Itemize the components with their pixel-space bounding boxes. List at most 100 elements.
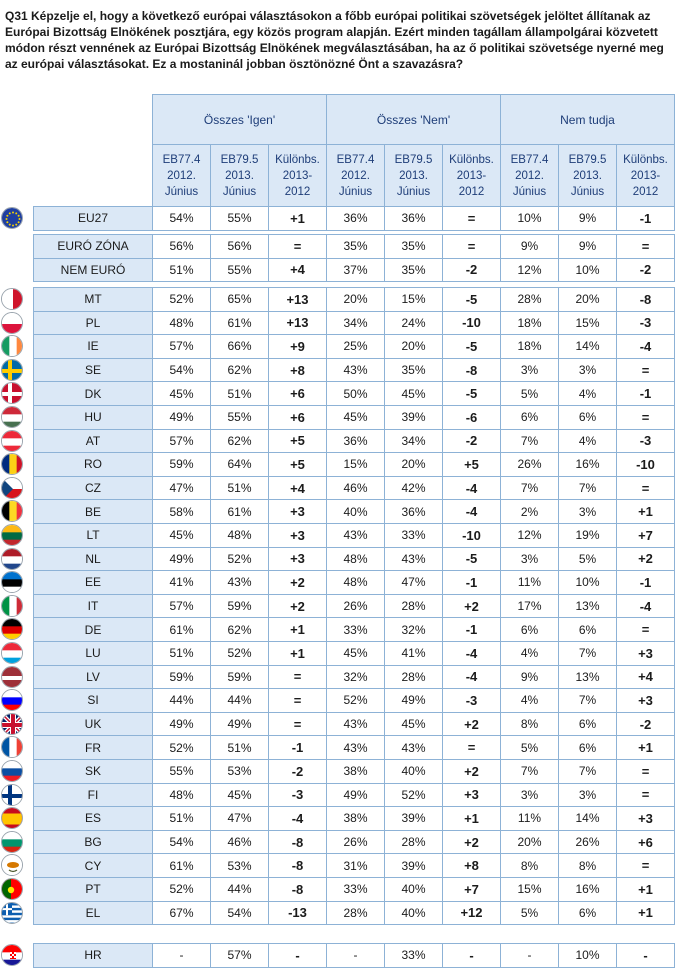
row-label-uk: UK <box>33 711 153 737</box>
cy-flag-icon <box>1 854 23 877</box>
column-header: EB77.4 2012. Június <box>500 144 559 207</box>
data-cell: -1 <box>268 735 327 760</box>
data-cell: 44% <box>210 688 269 713</box>
data-cell: 40% <box>384 759 443 784</box>
data-cell: 43% <box>384 546 443 572</box>
data-cell: -6 <box>442 405 501 430</box>
ie-flag-icon <box>1 335 23 358</box>
row-label-at: AT <box>33 428 153 454</box>
group-header: Összes 'Nem' <box>326 94 501 145</box>
data-cell: +5 <box>268 428 327 454</box>
column-header-line: 2012 <box>284 185 311 198</box>
data-cell: -1 <box>616 570 675 595</box>
data-cell: = <box>616 357 675 383</box>
data-cell: +13 <box>268 310 327 336</box>
data-cell: 39% <box>384 806 443 831</box>
data-cell: -3 <box>268 782 327 808</box>
data-cell: +1 <box>616 877 675 902</box>
data-cell: 58% <box>152 499 211 524</box>
data-cell: 7% <box>558 688 617 713</box>
data-cell: 5% <box>500 900 559 926</box>
column-header-line: EB79.5 <box>220 153 259 166</box>
row-label-ee: EE <box>33 570 153 595</box>
data-cell: 43% <box>326 711 385 737</box>
data-cell: 43% <box>326 523 385 548</box>
data-cell: +2 <box>268 570 327 595</box>
column-header: Különbs. 2013- 2012 <box>616 144 675 207</box>
data-cell: 33% <box>326 877 385 902</box>
data-cell: 39% <box>384 853 443 878</box>
row-label-fi: FI <box>33 782 153 808</box>
se-flag-icon <box>1 358 23 381</box>
data-cell: 52% <box>384 782 443 808</box>
data-cell: 57% <box>152 334 211 359</box>
data-cell: 47% <box>384 570 443 595</box>
data-cell: 25% <box>326 334 385 359</box>
column-header-line: Június <box>338 185 373 198</box>
data-cell: 15% <box>558 310 617 336</box>
ee-flag-icon <box>1 571 23 594</box>
data-cell: 38% <box>326 806 385 831</box>
data-cell: - <box>268 943 327 968</box>
column-header: EB77.4 2012. Június <box>152 144 211 207</box>
data-cell: +12 <box>442 900 501 926</box>
column-header-line: 2013- <box>282 169 313 182</box>
column-header-line: Különbs. <box>449 153 494 166</box>
data-cell: 36% <box>326 428 385 454</box>
row-label-eu27: EU27 <box>33 206 153 231</box>
data-cell: +1 <box>268 641 327 666</box>
data-cell: 31% <box>326 853 385 878</box>
data-cell: 65% <box>210 287 269 312</box>
row-label-mt: MT <box>33 287 153 312</box>
data-cell: 10% <box>558 257 617 283</box>
data-cell: 51% <box>210 475 269 501</box>
data-cell: 20% <box>558 287 617 312</box>
data-cell: 12% <box>500 523 559 548</box>
data-cell: 17% <box>500 593 559 619</box>
data-cell: 4% <box>500 688 559 713</box>
column-header: EB79.5 2013. Június <box>384 144 443 207</box>
row-label-se: SE <box>33 357 153 383</box>
data-cell: 28% <box>384 664 443 690</box>
data-cell: -2 <box>268 759 327 784</box>
data-cell: 57% <box>210 943 269 968</box>
column-header-line: EB79.5 <box>568 153 607 166</box>
data-cell: 48% <box>152 310 211 336</box>
data-cell: +4 <box>268 475 327 501</box>
data-cell: 4% <box>500 641 559 666</box>
data-cell: 51% <box>152 257 211 283</box>
data-cell: +5 <box>268 452 327 477</box>
data-cell: +2 <box>442 759 501 784</box>
data-cell: -2 <box>442 428 501 454</box>
row-label-bg: BG <box>33 829 153 855</box>
row-label-hu: HU <box>33 405 153 430</box>
data-cell: 43% <box>326 735 385 760</box>
data-cell: 51% <box>210 381 269 406</box>
fr-flag-icon <box>1 736 23 759</box>
data-cell: -4 <box>268 806 327 831</box>
data-cell: 20% <box>326 287 385 312</box>
data-cell: -4 <box>616 593 675 619</box>
data-cell: 3% <box>558 782 617 808</box>
group-header: Összes 'Igen' <box>152 94 327 145</box>
data-cell: +3 <box>268 523 327 548</box>
data-cell: -8 <box>268 829 327 855</box>
data-cell: +5 <box>442 452 501 477</box>
data-cell: -1 <box>616 381 675 406</box>
column-header-line: 2013. <box>399 169 428 182</box>
data-cell: +1 <box>616 900 675 926</box>
data-cell: 66% <box>210 334 269 359</box>
data-cell: 16% <box>558 452 617 477</box>
data-cell: 15% <box>384 287 443 312</box>
data-cell: -4 <box>442 475 501 501</box>
data-cell: 59% <box>210 593 269 619</box>
data-cell: 5% <box>558 546 617 572</box>
data-cell: = <box>616 234 675 259</box>
data-cell: 46% <box>326 475 385 501</box>
group-header: Nem tudja <box>500 94 675 145</box>
data-cell: 16% <box>558 877 617 902</box>
column-header: EB79.5 2013. Június <box>558 144 617 207</box>
data-cell: 10% <box>500 206 559 231</box>
data-cell: 18% <box>500 334 559 359</box>
data-cell: 52% <box>210 641 269 666</box>
